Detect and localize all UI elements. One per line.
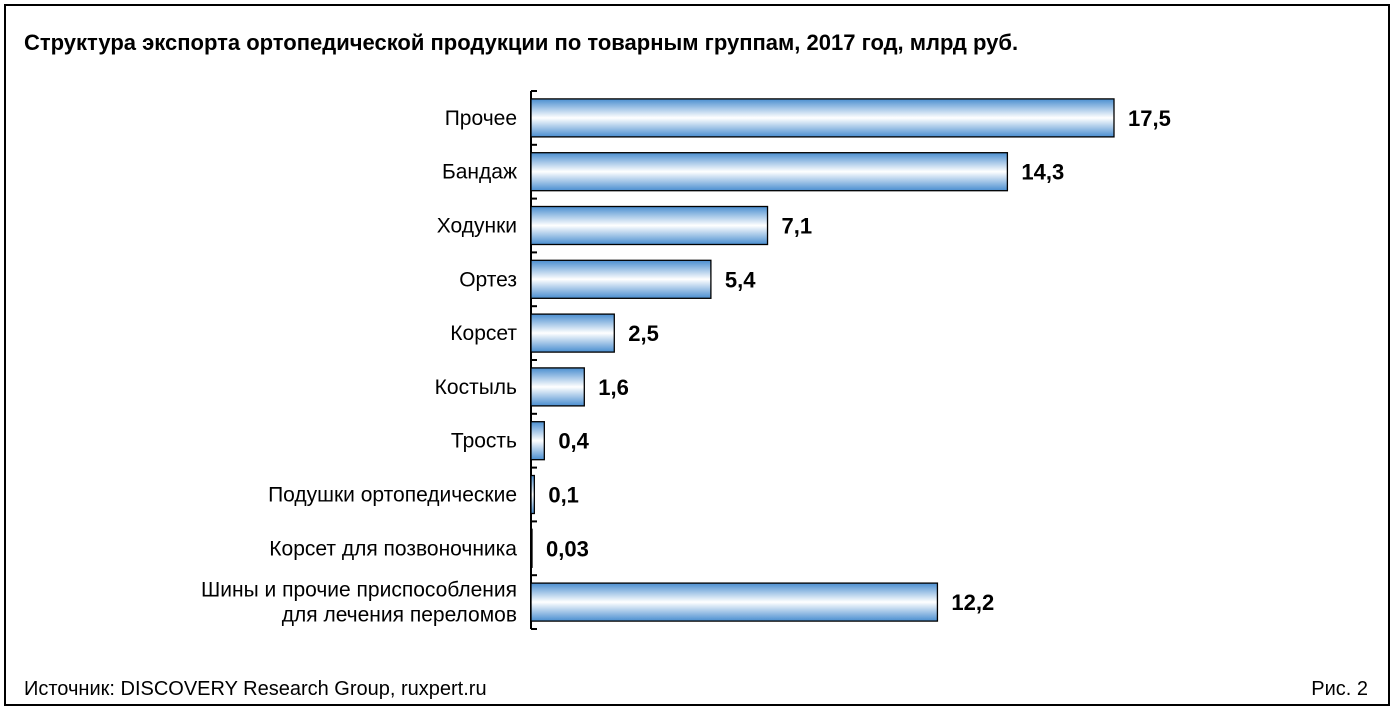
category-label: Костыль — [435, 376, 517, 399]
bar — [530, 421, 545, 461]
value-label: 0,1 — [548, 483, 579, 508]
value-label: 12,2 — [951, 590, 994, 615]
value-label: 0,03 — [546, 536, 589, 561]
value-label: 5,4 — [725, 267, 756, 292]
value-label: 0,4 — [558, 429, 589, 454]
source-note: Источник: DISCOVERY Research Group, ruxp… — [24, 678, 487, 700]
bar — [530, 205, 769, 246]
category-label: для лечения переломов — [282, 604, 517, 627]
figure-number: Рис. 2 — [1311, 678, 1368, 700]
bar — [530, 528, 533, 568]
category-label: Бандаж — [442, 161, 517, 184]
category-label: Корсет — [450, 322, 517, 345]
category-label: Подушки ортопедические — [268, 484, 517, 507]
bar — [530, 474, 535, 515]
category-labels: Прочее Бандаж Ходунки Ортез Корсет Костыль Тро… — [201, 107, 517, 627]
category-label: Корсет для позвоночника — [269, 537, 517, 560]
bars — [530, 98, 1115, 622]
category-label: Прочее — [445, 107, 517, 130]
category-label: Ходунки — [437, 215, 517, 238]
value-label: 14,3 — [1021, 160, 1064, 185]
chart-title: Структура экспорта ортопедической продук… — [24, 30, 1019, 55]
category-label: Ортез — [459, 268, 517, 291]
value-label: 7,1 — [782, 214, 813, 239]
category-label: Трость — [451, 430, 517, 453]
value-label: 1,6 — [598, 375, 629, 400]
bar — [530, 98, 1115, 138]
category-label: Шины и прочие приспособления — [201, 579, 517, 602]
value-labels: 17,5 14,3 7,1 5,4 2,5 1,6 0,4 0,1 0,03 12,2 — [546, 106, 1171, 615]
value-label: 2,5 — [628, 321, 659, 346]
bar — [530, 259, 712, 299]
bar — [530, 582, 939, 622]
bar — [530, 313, 615, 353]
bar — [530, 367, 585, 407]
value-label: 17,5 — [1128, 106, 1171, 131]
bar — [530, 152, 1009, 192]
